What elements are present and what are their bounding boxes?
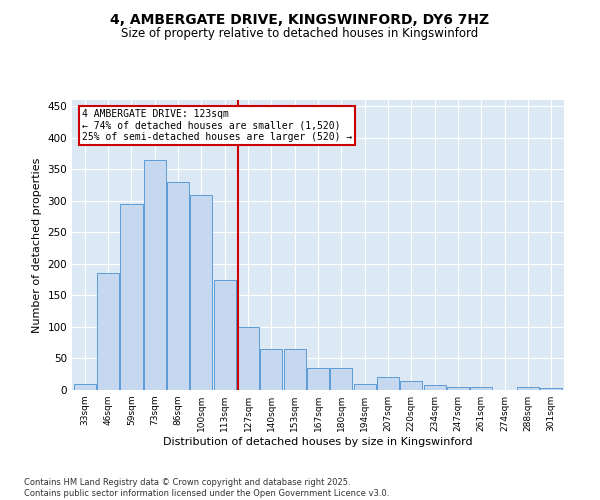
X-axis label: Distribution of detached houses by size in Kingswinford: Distribution of detached houses by size … (163, 437, 473, 447)
Text: Contains HM Land Registry data © Crown copyright and database right 2025.
Contai: Contains HM Land Registry data © Crown c… (24, 478, 389, 498)
Bar (214, 280, 236, 390)
Bar (447, 387, 469, 390)
Text: Size of property relative to detached houses in Kingswinford: Size of property relative to detached ho… (121, 28, 479, 40)
Bar (97, 274, 119, 390)
Y-axis label: Number of detached properties: Number of detached properties (32, 158, 42, 332)
Bar (121, 204, 143, 390)
Text: 4, AMBERGATE DRIVE, KINGSWINFORD, DY6 7HZ: 4, AMBERGATE DRIVE, KINGSWINFORD, DY6 7H… (110, 12, 490, 26)
Bar (284, 349, 306, 390)
Bar (74, 384, 96, 390)
Bar (400, 380, 422, 390)
Bar (377, 378, 399, 390)
Bar (517, 387, 539, 390)
Bar (540, 388, 562, 390)
Bar (260, 349, 283, 390)
Bar (470, 387, 492, 390)
Bar (330, 368, 352, 390)
Bar (237, 327, 259, 390)
Bar (424, 385, 446, 390)
Bar (144, 160, 166, 390)
Bar (190, 194, 212, 390)
Bar (353, 384, 376, 390)
Bar (167, 182, 189, 390)
Text: 4 AMBERGATE DRIVE: 123sqm
← 74% of detached houses are smaller (1,520)
25% of se: 4 AMBERGATE DRIVE: 123sqm ← 74% of detac… (82, 108, 352, 142)
Bar (307, 368, 329, 390)
